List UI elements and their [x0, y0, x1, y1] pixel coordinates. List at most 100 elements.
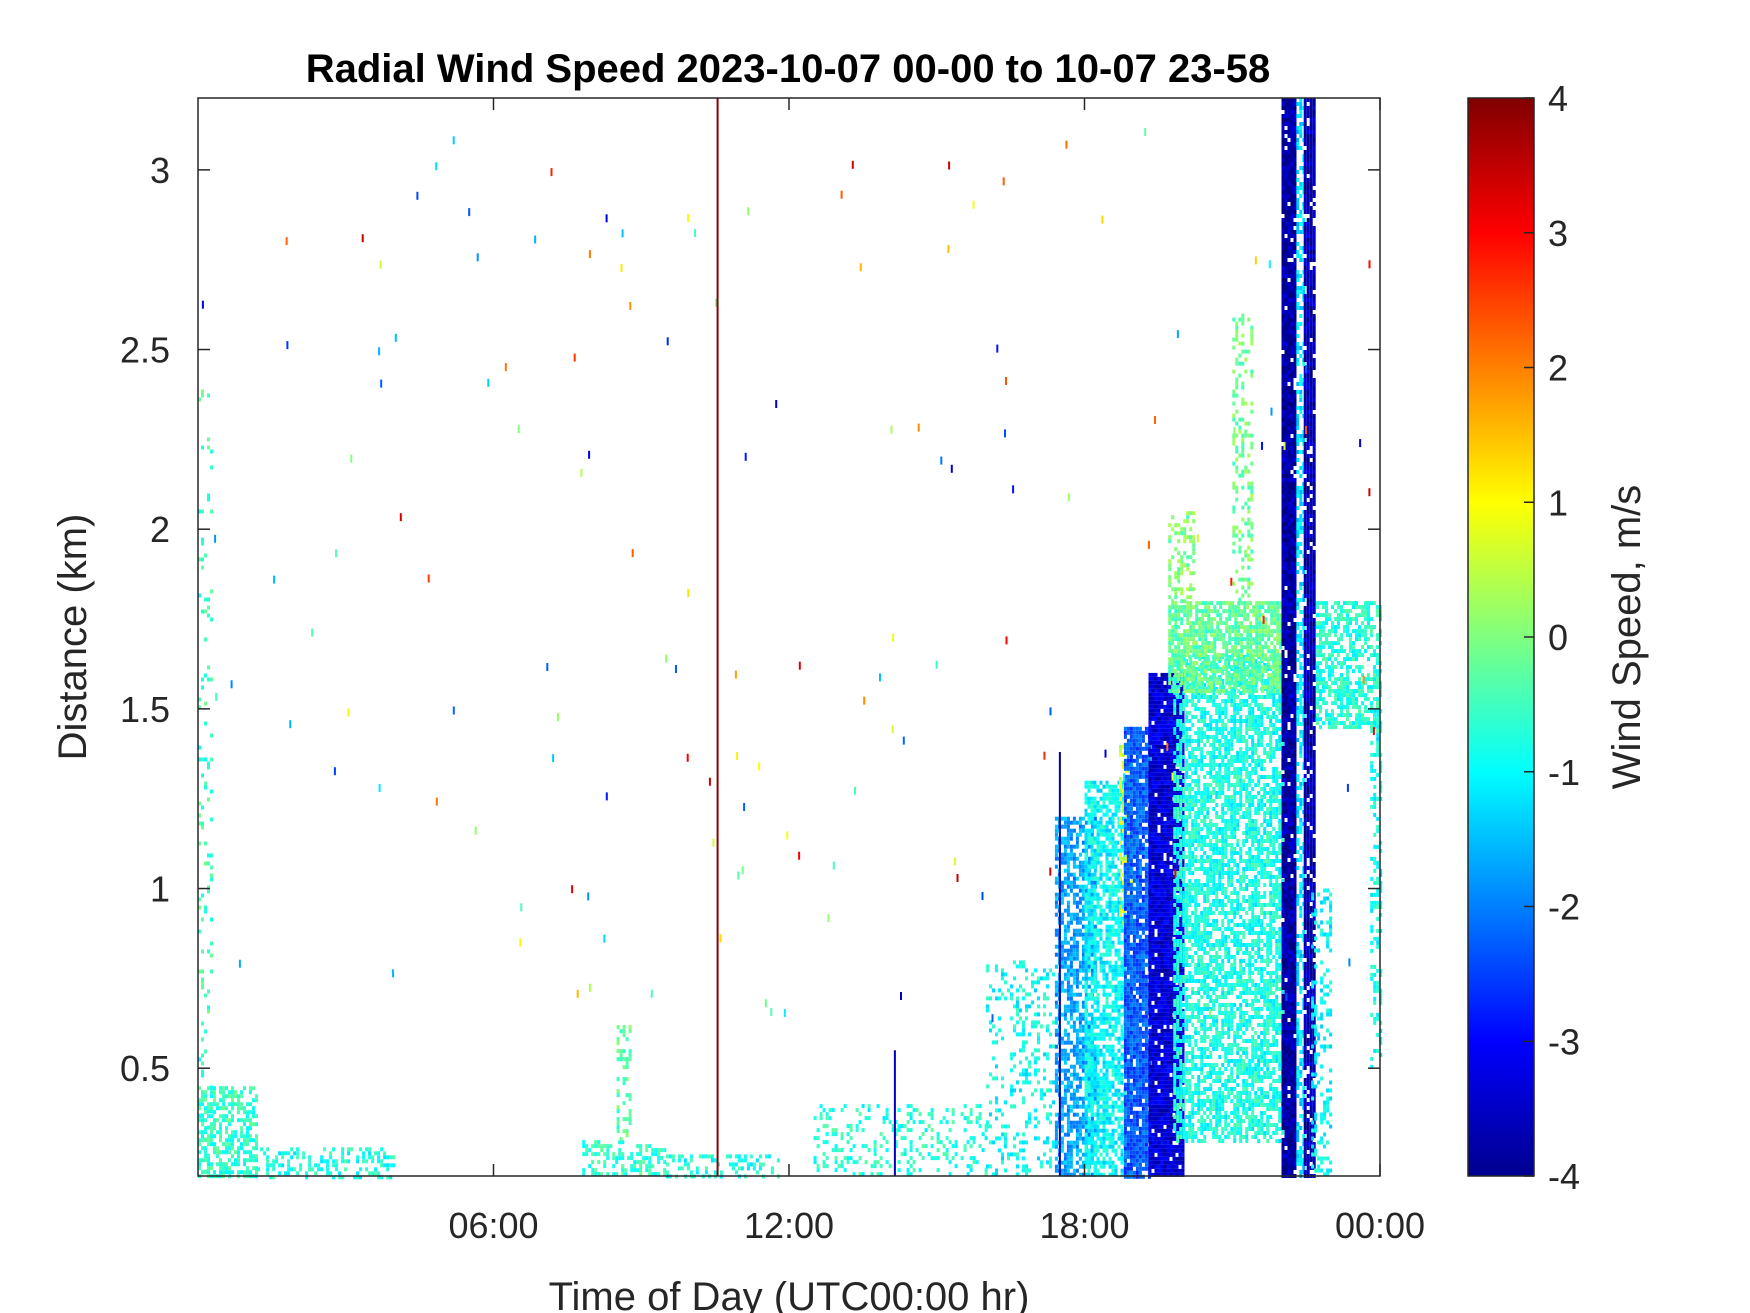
heatmap-cell [1096, 804, 1100, 809]
heatmap-cell [1060, 964, 1064, 969]
heatmap-cell [1138, 1074, 1142, 1079]
heatmap-cell [1151, 976, 1155, 981]
heatmap-cell [1022, 960, 1025, 965]
heatmap-cell [1163, 672, 1167, 677]
heatmap-cell [1129, 1070, 1133, 1075]
heatmap-cell [1144, 1150, 1148, 1155]
heatmap-cell [1072, 936, 1076, 941]
heatmap-cell [1096, 1168, 1100, 1173]
heatmap-cell [1078, 864, 1082, 869]
heatmap-cell [1163, 708, 1167, 713]
heatmap-cell [1105, 996, 1109, 1001]
heatmap-cell [1132, 962, 1136, 967]
heatmap-cell [1117, 1120, 1121, 1125]
heatmap-cell [1132, 1018, 1136, 1023]
heatmap-cell [1151, 672, 1155, 677]
heatmap-cell [228, 1134, 231, 1139]
heatmap-cell [1016, 964, 1019, 969]
heatmap-cell [1019, 1088, 1022, 1093]
heatmap-cell [1075, 1072, 1079, 1077]
heatmap-cell [1087, 1100, 1091, 1105]
heatmap-cell [210, 1162, 213, 1167]
heatmap-cell [1169, 1000, 1173, 1005]
heatmap-cell [989, 1124, 992, 1129]
heatmap-cell [1144, 1134, 1148, 1139]
heatmap-cell [1154, 992, 1158, 997]
heatmap-cell [1066, 1112, 1070, 1117]
heatmap-cell [198, 969, 201, 974]
heatmap-cell [1169, 940, 1173, 945]
heatmap-cell [243, 1142, 246, 1147]
heatmap-cell [1060, 888, 1064, 893]
heatmap-cell [1166, 1136, 1170, 1141]
heatmap-cell [1102, 1100, 1106, 1105]
heatmap-cell [1102, 1172, 1106, 1177]
heatmap-cell [344, 1167, 348, 1172]
heatmap-cell [1054, 952, 1058, 957]
heatmap-cell [1151, 1004, 1155, 1009]
heatmap-cell [1111, 816, 1115, 821]
heatmap-cell [1163, 1092, 1167, 1097]
heatmap-cell [1123, 834, 1127, 839]
heatmap-cell [1099, 1028, 1103, 1033]
heatmap-cell [219, 1114, 222, 1119]
heatmap-cell [1166, 864, 1170, 869]
heatmap-cell [1084, 1096, 1088, 1101]
heatmap-cell [1069, 1012, 1073, 1017]
heatmap-cell [1129, 982, 1133, 987]
heatmap-cell [246, 1110, 249, 1115]
heatmap-cell [1126, 938, 1130, 943]
heatmap-cell [903, 1136, 907, 1141]
heatmap-cell [1119, 780, 1122, 785]
heatmap-cell [1148, 1116, 1152, 1121]
heatmap-cell [1166, 800, 1170, 805]
heatmap-cell [1037, 980, 1040, 985]
heatmap-cell [1163, 1096, 1167, 1101]
heatmap-cell [1093, 980, 1097, 985]
heatmap-cell [1060, 1036, 1064, 1041]
heatmap-cell [627, 1156, 631, 1161]
heatmap-cell [1081, 1012, 1085, 1017]
heatmap-cell [287, 1171, 291, 1176]
heatmap-cell [1157, 860, 1161, 865]
heatmap-cell [1132, 1102, 1136, 1107]
heatmap-cell [1090, 1112, 1094, 1117]
heatmap-cell [1144, 942, 1148, 947]
heatmap-cell [978, 1144, 982, 1149]
heatmap-cell [1090, 856, 1094, 861]
heatmap-cell [1129, 922, 1133, 927]
heatmap-cell [1114, 1020, 1118, 1025]
heatmap-cell [1117, 992, 1121, 997]
heatmap-cell [1096, 852, 1100, 857]
heatmap-cell [1160, 864, 1164, 869]
heatmap-cell [1138, 966, 1142, 971]
heatmap-cell [1117, 984, 1121, 989]
heatmap-cell [1114, 900, 1118, 905]
heatmap-cell [852, 1144, 856, 1149]
heatmap-cell [933, 1156, 937, 1161]
heatmap-cell [1129, 1130, 1133, 1135]
heatmap-cell [1105, 1048, 1109, 1053]
heatmap-cell [1087, 1168, 1091, 1173]
heatmap-cell [906, 1128, 910, 1133]
heatmap-cell [616, 1109, 620, 1114]
heatmap-cell [622, 1049, 626, 1054]
heatmap-cell [876, 1160, 880, 1165]
heatmap-cell [1135, 978, 1139, 983]
heatmap-cell [1105, 860, 1109, 865]
heatmap-cell [1157, 1072, 1161, 1077]
heatmap-cell [1157, 1164, 1161, 1169]
heatmap-cell [207, 949, 210, 954]
heatmap-cell [1087, 800, 1091, 805]
heatmap-cell [371, 1171, 375, 1176]
heatmap-cell [1090, 784, 1094, 789]
heatmap-cell [204, 701, 207, 706]
heatmap-cell [1132, 966, 1136, 971]
heatmap-cell [701, 1154, 705, 1159]
heatmap-cell [213, 1098, 216, 1103]
heatmap-cell [201, 445, 204, 450]
heatmap-cell [1049, 1148, 1052, 1153]
heatmap-cell [1154, 1084, 1158, 1089]
heatmap-cell [1144, 1094, 1148, 1099]
heatmap-cell [1151, 960, 1155, 965]
